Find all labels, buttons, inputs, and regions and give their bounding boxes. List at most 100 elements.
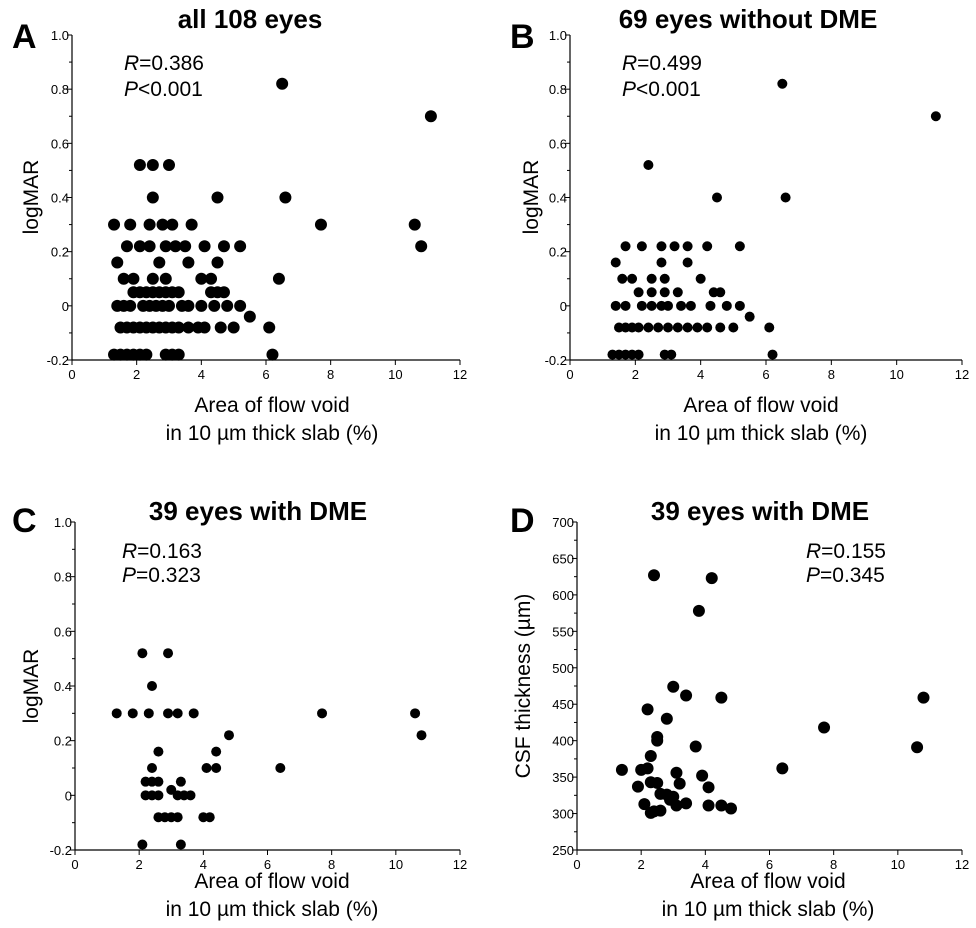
panel-a-data-point [172,321,185,334]
panel-a-data-point [163,159,175,171]
panel-a-data-point [143,218,156,231]
panel-b-data-point [672,287,683,298]
panel-b-stat-r: R=0.499 [622,52,702,75]
panel-d-y-tick-label: 250 [552,843,574,858]
panel-a-y-tick-label: 0.4 [51,191,69,206]
panel-a-x-tick-label: 2 [133,367,140,382]
panel-c-x-tick-label: 2 [136,857,143,872]
panel-a-data-point [211,191,224,204]
panel-b-x-tick-label: 8 [828,367,835,382]
panel-a-data-point [172,286,185,299]
panel-c-data-point [175,839,186,850]
panel-d-data-point [648,569,660,582]
panel-b-x-tick-label: 6 [762,367,769,382]
panel-a-data-point [221,299,234,312]
panel-b-x-label-line2: in 10 µm thick slab (%) [655,422,868,445]
panel-d-data-point [680,689,693,702]
panel-c-x-tick-label: 10 [389,857,403,872]
panel-c-data-point [163,708,174,719]
panel-a-data-point [211,256,224,269]
panel-c-x-tick-label: 12 [453,857,467,872]
panel-d-y-tick-label: 550 [552,624,574,639]
panel-d-data-point [644,806,657,819]
panel-b-data-point [695,273,706,284]
panel-d-y-tick-label: 400 [552,734,574,749]
panel-c-x-tick-label: 4 [200,857,207,872]
panel-a-data-point [179,240,192,253]
panel-a-data-point [424,110,437,123]
panel-a-data-point [124,299,137,312]
panel-c-y-label: logMAR [20,649,43,724]
panel-a-data-point [234,299,247,312]
panel-a-data-point [146,191,159,204]
panel-b-data-point [728,322,739,333]
panel-a-data-point [111,256,124,269]
panel-c-data-point [211,763,222,773]
panel-b-data-point [663,300,673,311]
panel-d-data-point [651,734,664,747]
panel-b-x-tick-label: 0 [566,367,573,382]
panel-a-data-point [163,299,175,312]
panel-a-data-point [195,272,208,285]
panel-b-y-tick-label: 0.6 [549,136,567,151]
panel-a-data-point [208,299,221,312]
panel-b-data-point [712,192,722,203]
panel-d-x-label-line2: in 10 µm thick slab (%) [662,898,875,921]
panel-c-y-tick-label: 0 [65,788,72,803]
panel-d-data-point [696,769,709,782]
panel-b-data-point [643,322,654,333]
panel-b-data-point [633,287,644,298]
panel-d-x-tick-label: 8 [830,857,837,872]
panel-b-x-tick-label: 10 [889,367,903,382]
panel-a-data-point [279,191,292,204]
panel-b-data-point [734,241,745,252]
panel-a-stat-p: P<0.001 [124,78,203,101]
panel-a-stat-r: R=0.386 [124,52,204,75]
panel-d-y-tick-label: 600 [552,588,574,603]
panel-a-data-point [198,240,211,253]
panel-b-y-tick-label: 0.4 [549,191,567,206]
panel-a-data-point [143,240,156,253]
panel-b-data-point [715,287,726,298]
panel-b-data-point [636,300,647,311]
panel-b-data-point [767,349,778,360]
panel-c-data-point [416,730,427,741]
panel-a-data-point [217,286,230,299]
panel-a-data-point [146,272,159,285]
panel-d-data-point [702,799,715,812]
panel-b-data-point [734,300,745,311]
panel-b-data-point [705,300,716,311]
panel-a-x-label-line2: in 10 µm thick slab (%) [166,422,379,445]
panel-a-data-point [140,348,153,361]
panel-c-data-point [147,763,157,773]
panel-d-x-tick-label: 0 [573,857,580,872]
panel-d-data-point [911,741,924,754]
panel-b-data-point [663,322,673,333]
panel-b-data-point [721,300,732,311]
panel-b-y-tick-label: 0.2 [549,245,567,260]
panel-b-data-point [672,322,683,333]
panel-c-data-point [163,648,174,659]
panel-b-data-point [610,300,621,311]
panel-d-data-point [715,799,728,812]
panel-d-y-tick-label: 350 [552,770,574,785]
panel-b-stat-p: P<0.001 [622,78,701,101]
panel-a-data-point [415,240,428,253]
panel-a-y-tick-label: 0.6 [51,136,69,151]
panel-b-data-point [646,287,657,298]
panel-b-data-point [764,322,775,333]
panel-c-title: 39 eyes with DME [149,496,367,526]
panel-b-data-point [656,257,667,268]
panel-a-data-point [159,272,172,285]
panel-a-data-point [133,240,146,253]
panel-a-letter: A [12,18,37,56]
panel-d-data-point [667,680,680,693]
panel-c-data-point [172,790,183,801]
panel-a-x-tick-label: 0 [68,367,75,382]
panel-c-y-tick-label: 0.4 [54,679,72,694]
panel-b-data-point [633,349,644,360]
panel-a-title: all 108 eyes [178,4,323,34]
panel-c-data-point [204,812,215,823]
panel-b-data-point [930,111,941,122]
